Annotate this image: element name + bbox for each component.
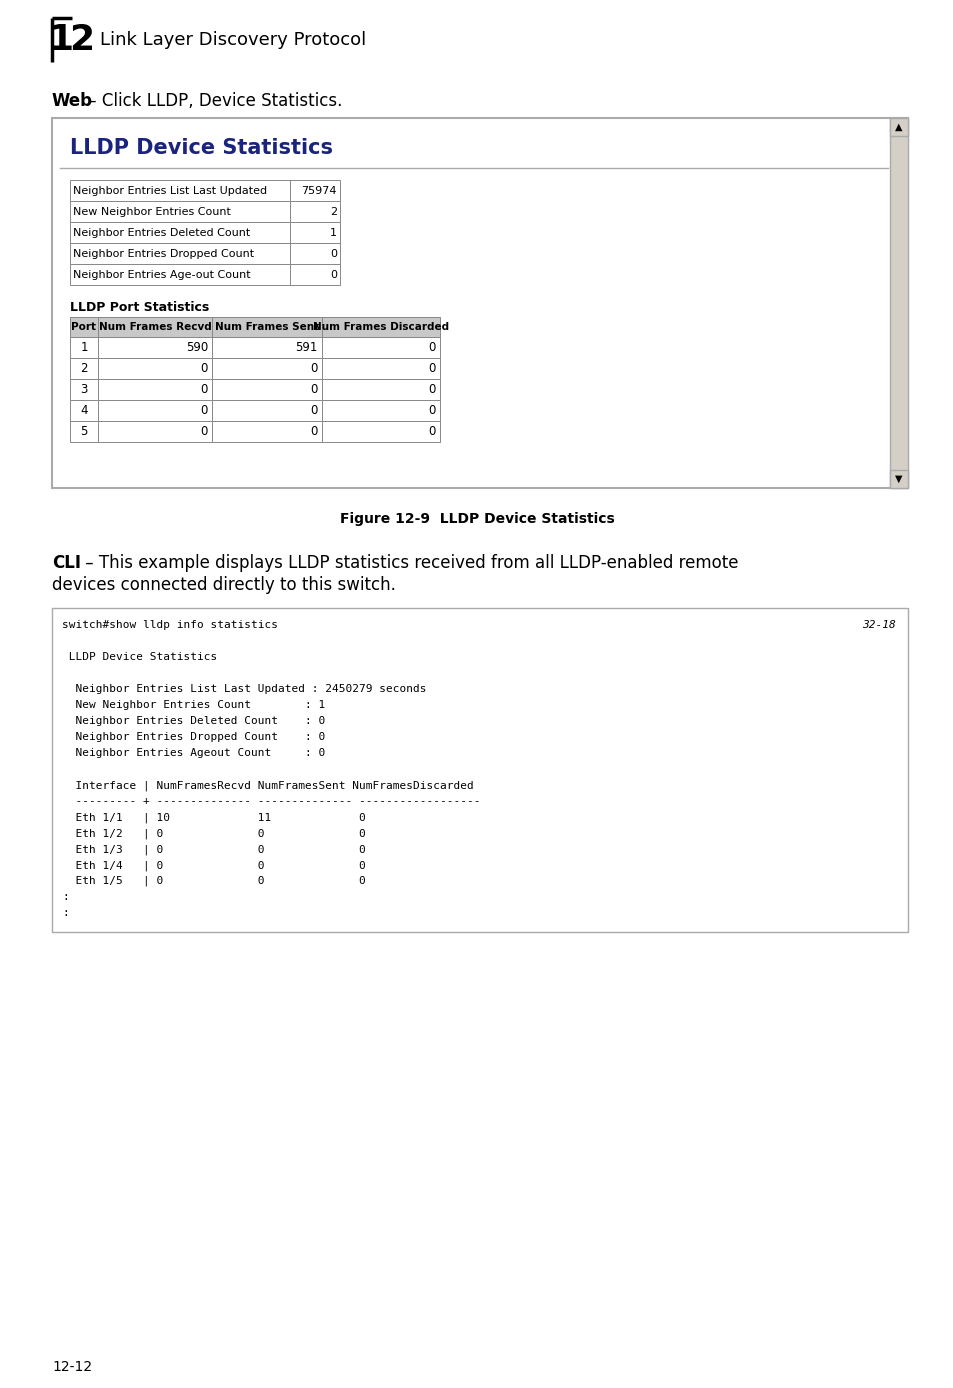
Text: 0: 0 (428, 383, 436, 396)
Bar (52, 608, 907, 931)
Text: Link Layer Discovery Protocol: Link Layer Discovery Protocol (100, 31, 366, 49)
Text: 0: 0 (200, 425, 208, 439)
Text: Web: Web (52, 92, 92, 110)
Bar (889, 118, 907, 489)
Bar (212, 421, 322, 441)
Bar (322, 337, 439, 358)
Text: Eth 1/2   | 0              0              0: Eth 1/2 | 0 0 0 (62, 829, 365, 838)
Text: 2: 2 (330, 207, 336, 217)
Bar (212, 400, 322, 421)
Bar (98, 337, 212, 358)
Text: 0: 0 (428, 362, 436, 375)
Text: 12-12: 12-12 (52, 1360, 92, 1374)
Bar (70, 316, 98, 337)
Bar (889, 471, 907, 489)
Text: CLI: CLI (52, 554, 81, 572)
Text: 591: 591 (295, 341, 317, 354)
Text: 590: 590 (186, 341, 208, 354)
Bar (70, 337, 98, 358)
Text: 75974: 75974 (301, 186, 336, 196)
Text: – This example displays LLDP statistics received from all LLDP-enabled remote: – This example displays LLDP statistics … (80, 554, 738, 572)
Bar (322, 400, 439, 421)
Bar (322, 358, 439, 379)
Text: 0: 0 (311, 362, 317, 375)
Text: 3: 3 (80, 383, 88, 396)
Text: 0: 0 (311, 425, 317, 439)
Text: 0: 0 (428, 425, 436, 439)
Text: 0: 0 (200, 383, 208, 396)
Text: LLDP Device Statistics: LLDP Device Statistics (62, 652, 217, 662)
Text: 1: 1 (50, 24, 74, 57)
Text: Eth 1/1   | 10             11             0: Eth 1/1 | 10 11 0 (62, 812, 365, 823)
Text: Eth 1/4   | 0              0              0: Eth 1/4 | 0 0 0 (62, 861, 365, 870)
Bar (98, 421, 212, 441)
Text: Neighbor Entries Age-out Count: Neighbor Entries Age-out Count (73, 269, 251, 279)
Text: 0: 0 (428, 341, 436, 354)
Bar (70, 243, 339, 264)
Bar (98, 358, 212, 379)
Text: Num Frames Sent: Num Frames Sent (214, 322, 318, 332)
Text: 1: 1 (80, 341, 88, 354)
Text: – Click LLDP, Device Statistics.: – Click LLDP, Device Statistics. (83, 92, 342, 110)
Bar (98, 400, 212, 421)
Text: Port: Port (71, 322, 96, 332)
Text: 0: 0 (330, 248, 336, 258)
Bar (70, 222, 339, 243)
Text: 2: 2 (70, 24, 94, 57)
Bar (70, 264, 339, 285)
Text: Neighbor Entries Deleted Count: Neighbor Entries Deleted Count (73, 228, 250, 237)
Bar (98, 316, 212, 337)
Text: 4: 4 (80, 404, 88, 416)
Text: Neighbor Entries Dropped Count: Neighbor Entries Dropped Count (73, 248, 253, 258)
Text: 0: 0 (311, 404, 317, 416)
Text: Num Frames Recvd: Num Frames Recvd (98, 322, 212, 332)
Bar (212, 358, 322, 379)
Text: Num Frames Discarded: Num Frames Discarded (313, 322, 449, 332)
Bar (70, 201, 339, 222)
Text: 0: 0 (200, 404, 208, 416)
Bar (212, 316, 322, 337)
Bar (52, 118, 907, 489)
Text: Neighbor Entries Ageout Count     : 0: Neighbor Entries Ageout Count : 0 (62, 748, 325, 758)
Text: LLDP Port Statistics: LLDP Port Statistics (70, 301, 209, 314)
Bar (70, 400, 98, 421)
Bar (70, 379, 98, 400)
Bar (322, 421, 439, 441)
Text: New Neighbor Entries Count        : 1: New Neighbor Entries Count : 1 (62, 700, 325, 711)
Text: New Neighbor Entries Count: New Neighbor Entries Count (73, 207, 231, 217)
Text: 0: 0 (428, 404, 436, 416)
Text: :: : (62, 908, 69, 917)
Text: 0: 0 (311, 383, 317, 396)
Text: Neighbor Entries List Last Updated : 2450279 seconds: Neighbor Entries List Last Updated : 245… (62, 684, 426, 694)
Text: Neighbor Entries Deleted Count    : 0: Neighbor Entries Deleted Count : 0 (62, 716, 325, 726)
Bar (70, 421, 98, 441)
Text: 32-18: 32-18 (862, 620, 895, 630)
Bar (322, 379, 439, 400)
Text: --------- + -------------- -------------- ------------------: --------- + -------------- -------------… (62, 795, 480, 806)
Bar (70, 358, 98, 379)
Text: Neighbor Entries List Last Updated: Neighbor Entries List Last Updated (73, 186, 267, 196)
Text: LLDP Device Statistics: LLDP Device Statistics (70, 137, 333, 158)
Text: switch#show lldp info statistics: switch#show lldp info statistics (62, 620, 277, 630)
Text: 2: 2 (80, 362, 88, 375)
Text: Eth 1/3   | 0              0              0: Eth 1/3 | 0 0 0 (62, 844, 365, 855)
Text: 1: 1 (330, 228, 336, 237)
Bar (98, 379, 212, 400)
Text: Eth 1/5   | 0              0              0: Eth 1/5 | 0 0 0 (62, 876, 365, 887)
Bar (889, 118, 907, 136)
Text: ▼: ▼ (894, 473, 902, 484)
Bar (212, 379, 322, 400)
Bar (212, 337, 322, 358)
Text: ▲: ▲ (894, 122, 902, 132)
Text: devices connected directly to this switch.: devices connected directly to this switc… (52, 576, 395, 594)
Text: 5: 5 (80, 425, 88, 439)
Text: :: : (62, 892, 69, 902)
Text: Neighbor Entries Dropped Count    : 0: Neighbor Entries Dropped Count : 0 (62, 731, 325, 743)
Text: 0: 0 (200, 362, 208, 375)
Text: Interface | NumFramesRecvd NumFramesSent NumFramesDiscarded: Interface | NumFramesRecvd NumFramesSent… (62, 780, 474, 791)
Bar (70, 180, 339, 201)
Text: 0: 0 (330, 269, 336, 279)
Bar (322, 316, 439, 337)
Text: Figure 12-9  LLDP Device Statistics: Figure 12-9 LLDP Device Statistics (339, 512, 614, 526)
